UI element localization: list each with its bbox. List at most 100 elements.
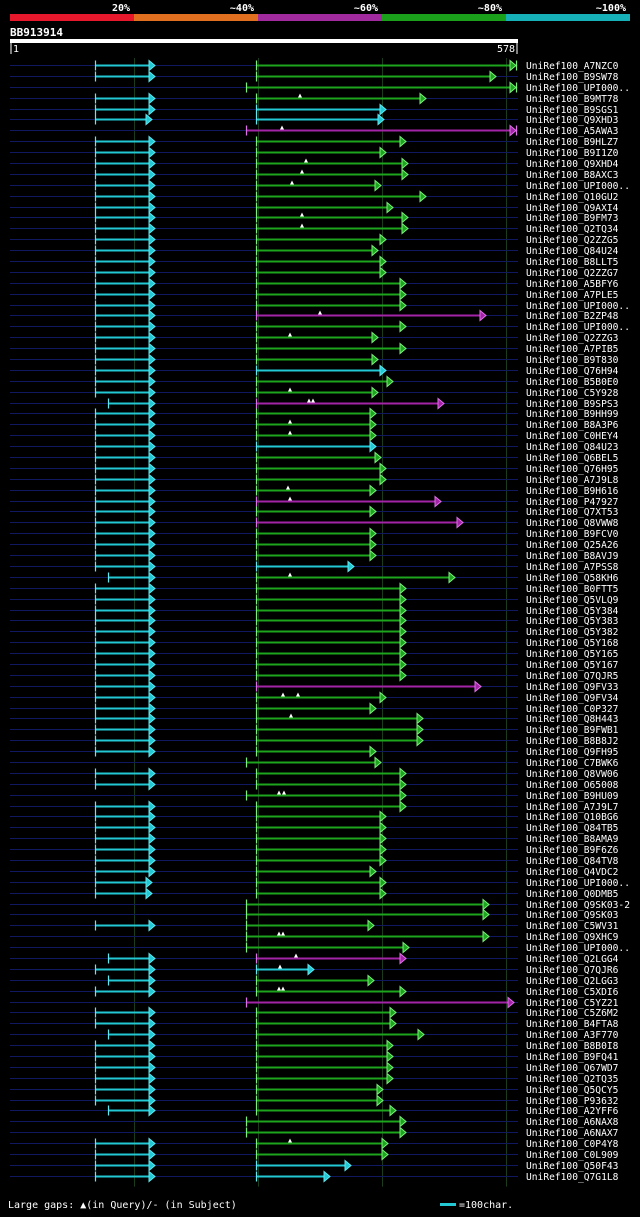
hsp-end-arrow <box>386 1050 394 1063</box>
hsp-end-arrow <box>482 908 490 921</box>
hsp-end-arrow <box>419 190 427 203</box>
hsp-end-arrow <box>148 571 156 584</box>
hit-row: UniRef100_Q6BEL5 <box>10 451 618 464</box>
hsp-end-arrow <box>148 1170 156 1183</box>
hit-label: UniRef100_UPI000.. <box>526 878 630 889</box>
legend-label: 20% <box>112 3 130 14</box>
hsp-end-arrow <box>399 636 407 649</box>
hsp-end-arrow <box>399 593 407 606</box>
hit-label: UniRef100_A5AWA3 <box>526 126 619 137</box>
hsp-end-arrow <box>399 778 407 791</box>
hit-row: UniRef100_B9HH99 <box>10 407 619 420</box>
hit-row: UniRef100_B2ZP48 <box>10 309 619 322</box>
hit-label: UniRef100_B8AMA9 <box>526 834 619 845</box>
hsp-end-arrow <box>148 233 156 246</box>
hsp-end-arrow <box>148 745 156 758</box>
hsp-end-arrow <box>399 1115 407 1128</box>
hit-label: UniRef100_B9MT78 <box>526 94 619 105</box>
hsp-end-arrow <box>148 342 156 355</box>
hit-row: UniRef100_Q9SK03-2 <box>10 898 630 911</box>
hsp-end-arrow <box>507 996 515 1009</box>
hsp-end-arrow <box>148 505 156 518</box>
hit-row: UniRef100_Q2TQ34 <box>10 222 619 235</box>
hsp-end-arrow <box>148 353 156 366</box>
hsp-end-arrow <box>399 767 407 780</box>
legend-segment <box>10 14 134 21</box>
hsp-end-arrow <box>148 582 156 595</box>
hsp-end-arrow <box>419 92 427 105</box>
hit-label: UniRef100_Q5VLQ9 <box>526 595 619 606</box>
hsp-end-arrow <box>148 538 156 551</box>
hsp-end-arrow <box>148 1006 156 1019</box>
hit-row: UniRef100_B8B8J2 <box>10 734 618 747</box>
hsp-end-arrow <box>374 451 382 464</box>
grid-lines <box>134 58 507 1187</box>
hsp-end-arrow <box>371 386 379 399</box>
hsp-end-arrow <box>148 691 156 704</box>
hsp-end-arrow <box>148 1083 156 1096</box>
hsp-end-arrow <box>148 222 156 235</box>
hit-row: UniRef100_Q9XHC9 <box>10 930 619 943</box>
hit-row: UniRef100_Q9FH95 <box>10 745 618 758</box>
hsp-end-arrow <box>399 604 407 617</box>
hit-row: UniRef100_B9SGS1 <box>10 103 619 116</box>
hit-row: UniRef100_B8B0I8 <box>10 1039 619 1052</box>
hsp-end-arrow <box>509 124 517 137</box>
hit-row: UniRef100_A7PSS8 <box>10 560 619 573</box>
hit-label: UniRef100_C7BWK6 <box>526 758 619 769</box>
hit-row: UniRef100_C0HEY4 <box>10 429 619 442</box>
hsp-end-arrow <box>401 168 409 181</box>
hsp-end-arrow <box>148 320 156 333</box>
hit-label: UniRef100_B8LLT5 <box>526 257 618 268</box>
hsp-end-arrow <box>148 462 156 475</box>
hit-label: UniRef100_B8B0I8 <box>526 1041 619 1052</box>
hsp-end-arrow <box>148 593 156 606</box>
hsp-end-arrow <box>379 233 387 246</box>
hit-row: UniRef100_B8AXC3 <box>10 168 619 181</box>
hit-label: UniRef100_Q0DMB5 <box>526 889 618 900</box>
hsp-end-arrow <box>148 974 156 987</box>
hsp-end-arrow <box>379 473 387 486</box>
hit-row: UniRef100_A7PIB5 <box>10 342 618 355</box>
hit-label: UniRef100_UPI000.. <box>526 943 630 954</box>
hit-row: UniRef100_Q5Y383 <box>10 614 619 627</box>
hit-row: UniRef100_A6NAX7 <box>10 1126 619 1139</box>
query-gap-marker <box>281 692 285 697</box>
hsp-end-arrow <box>369 527 377 540</box>
hsp-end-arrow <box>402 941 410 954</box>
hit-label: UniRef100_C0P4Y8 <box>526 1139 619 1150</box>
hit-row: UniRef100_Q76H94 <box>10 364 619 377</box>
hit-label: UniRef100_Q2LGG3 <box>526 976 619 987</box>
hsp-end-arrow <box>371 353 379 366</box>
hsp-end-arrow <box>437 397 445 410</box>
hsp-end-arrow <box>148 658 156 671</box>
hsp-end-arrow <box>148 865 156 878</box>
hsp-end-arrow <box>148 723 156 736</box>
query-gap-marker <box>298 93 302 98</box>
hsp-end-arrow <box>399 582 407 595</box>
hit-label: UniRef100_Q84U24 <box>526 246 619 257</box>
hit-row: UniRef100_UPI000.. <box>10 876 630 889</box>
hsp-end-arrow <box>148 549 156 562</box>
query-gap-marker <box>288 332 292 337</box>
hit-row: UniRef100_Q9FV34 <box>10 691 619 704</box>
hit-label: UniRef100_UPI000.. <box>526 83 630 94</box>
hit-label: UniRef100_P93632 <box>526 1096 618 1107</box>
hsp-end-arrow <box>148 168 156 181</box>
hsp-end-arrow <box>148 821 156 834</box>
hit-row: UniRef100_B5B0E0 <box>10 375 619 388</box>
hsp-end-arrow <box>148 179 156 192</box>
hit-label: UniRef100_Q2ZZG3 <box>526 333 619 344</box>
hsp-end-arrow <box>379 832 387 845</box>
hsp-end-arrow <box>399 299 407 312</box>
hsp-end-arrow <box>148 407 156 420</box>
hit-label: UniRef100_B9FWB1 <box>526 725 619 736</box>
hsp-end-arrow <box>379 854 387 867</box>
hit-row: UniRef100_Q5QCY5 <box>10 1083 618 1096</box>
hit-label: UniRef100_Q9FV34 <box>526 693 619 704</box>
hsp-end-arrow <box>399 320 407 333</box>
hit-row: UniRef100_B9FM73 <box>10 211 619 224</box>
hsp-end-arrow <box>369 549 377 562</box>
hsp-end-arrow <box>399 952 407 965</box>
